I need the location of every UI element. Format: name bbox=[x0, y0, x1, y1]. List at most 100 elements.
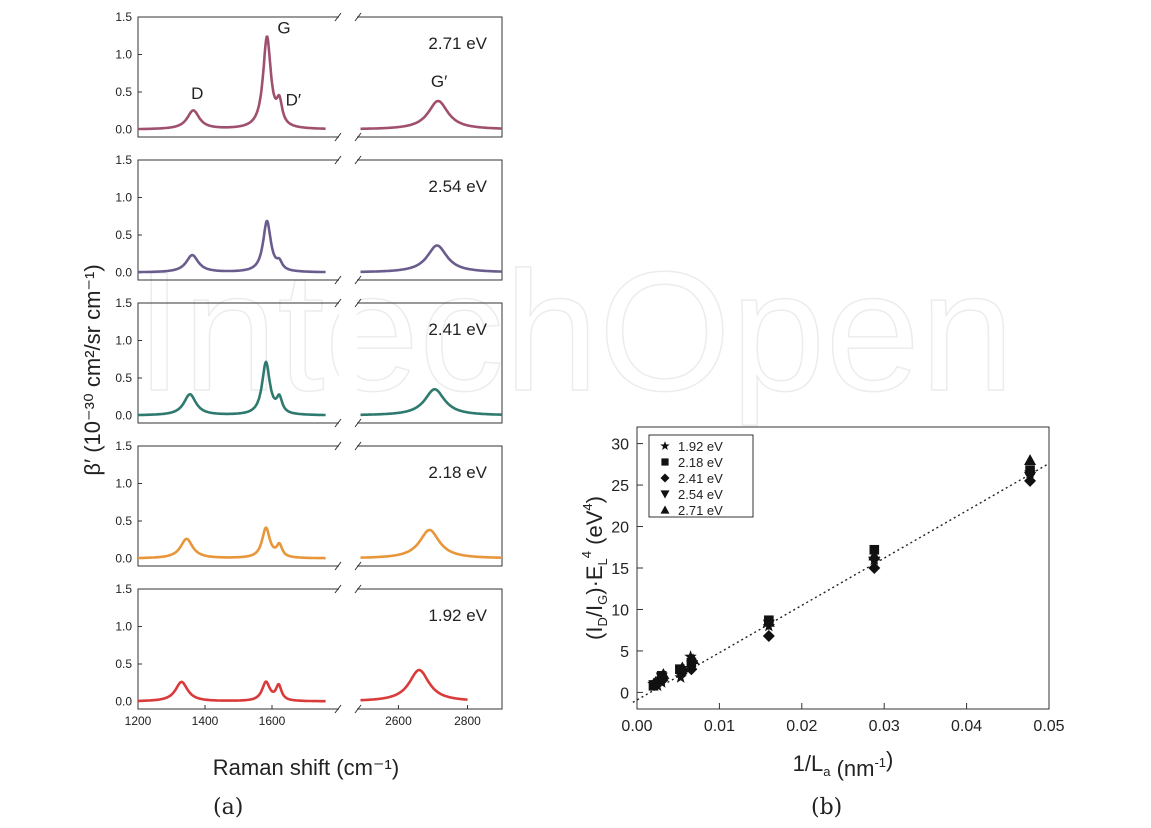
legend-label: 2.71 eV bbox=[678, 503, 723, 518]
data-point bbox=[676, 661, 689, 673]
x-tick-label: 0.00 bbox=[621, 718, 652, 735]
axis-break-mark bbox=[354, 155, 362, 165]
y-tick-label: 0.5 bbox=[115, 657, 132, 671]
y-tick-label: 1.0 bbox=[115, 191, 132, 205]
subplot-frame bbox=[137, 302, 503, 424]
y-tick-label: 20 bbox=[611, 520, 629, 537]
x-tick-label: 0.02 bbox=[786, 718, 817, 735]
data-point bbox=[868, 562, 881, 574]
subplot-frame bbox=[137, 445, 503, 567]
x-tick-label: 0.04 bbox=[951, 718, 982, 735]
y-tick-label: 0.0 bbox=[115, 552, 132, 566]
data-point bbox=[1024, 471, 1037, 483]
y-tick-label: 1.5 bbox=[115, 10, 132, 24]
x-axis-title: Raman shift (cm⁻¹) bbox=[213, 755, 399, 780]
legend-label: 2.41 eV bbox=[678, 471, 723, 486]
axis-break-mark bbox=[354, 418, 362, 428]
x-tick-label: 1400 bbox=[192, 714, 219, 728]
y-tick-label: 1.0 bbox=[115, 48, 132, 62]
x-tick-label: 2800 bbox=[454, 714, 481, 728]
y-tick-label: 0.5 bbox=[115, 371, 132, 385]
x-tick-label: 1200 bbox=[125, 714, 152, 728]
data-point bbox=[687, 653, 700, 665]
y-tick-label: 0.0 bbox=[115, 266, 132, 280]
y-axis-title: (ID/IG)·EL4 (eV4) bbox=[579, 496, 610, 640]
data-point bbox=[868, 549, 881, 561]
panel-b-caption: (b) bbox=[811, 795, 843, 820]
axis-break-mark bbox=[334, 441, 342, 451]
axis-break-gap bbox=[339, 587, 357, 711]
x-tick-label: 0.03 bbox=[869, 718, 900, 735]
axis-break-gap bbox=[339, 301, 357, 425]
spectrum-line-first-order bbox=[137, 35, 327, 131]
axis-break-mark bbox=[354, 704, 362, 714]
spectrum-subplot: 0.0 0.5 1.0 1.5 2.54 eV bbox=[115, 153, 503, 285]
excitation-energy-label: 2.18 eV bbox=[428, 463, 487, 482]
y-tick-label: 0.5 bbox=[115, 228, 132, 242]
x-tick-label: 1600 bbox=[259, 714, 286, 728]
peak-label-D-prime: D′ bbox=[286, 91, 301, 110]
x-tick-label: 0.01 bbox=[704, 718, 735, 735]
axis-break-mark bbox=[334, 584, 342, 594]
y-tick-label: 15 bbox=[611, 561, 629, 578]
spectrum-line-first-order bbox=[137, 680, 327, 703]
axis-break-mark bbox=[334, 155, 342, 165]
axis-break-mark bbox=[354, 275, 362, 285]
y-tick-label: 10 bbox=[611, 602, 629, 619]
axis-break-gap bbox=[339, 158, 357, 282]
axis-break-mark bbox=[354, 584, 362, 594]
spectrum-subplot: 0.0 0.5 1.0 1.5 2.41 eV bbox=[115, 296, 503, 428]
y-tick-label: 30 bbox=[611, 437, 629, 454]
axis-break-mark bbox=[334, 298, 342, 308]
spectrum-subplot: 0.0 0.5 1.0 1.5 2.71 eV D G D′ G′ bbox=[115, 10, 503, 142]
legend-marker bbox=[660, 441, 670, 450]
legend-label: 1.92 eV bbox=[678, 439, 723, 454]
y-tick-label: 1.5 bbox=[115, 582, 132, 596]
data-point bbox=[1024, 454, 1037, 465]
y-tick-label: 0.0 bbox=[115, 695, 132, 709]
spectrum-line-first-order bbox=[137, 360, 327, 417]
axis-break-mark bbox=[334, 275, 342, 285]
axis-break-mark bbox=[334, 704, 342, 714]
axis-break-mark bbox=[354, 441, 362, 451]
y-axis-title: β′ (10⁻³⁰ cm²/sr cm⁻¹) bbox=[80, 264, 105, 475]
legend-marker bbox=[660, 490, 670, 499]
data-point bbox=[762, 630, 775, 643]
spectrum-line-second-order bbox=[359, 244, 503, 274]
axis-break-mark bbox=[354, 12, 362, 22]
axis-break-mark bbox=[334, 132, 342, 142]
y-tick-label: 5 bbox=[620, 644, 629, 661]
y-tick-label: 1.0 bbox=[115, 477, 132, 491]
axis-break-mark bbox=[354, 561, 362, 571]
y-tick-label: 0.5 bbox=[115, 85, 132, 99]
panel-a-caption: (a) bbox=[213, 795, 244, 820]
axis-break-mark bbox=[334, 418, 342, 428]
legend: 1.92 eV2.18 eV2.41 eV2.54 eV2.71 eV bbox=[648, 434, 754, 518]
legend-label: 2.54 eV bbox=[678, 487, 723, 502]
spectrum-line-first-order bbox=[137, 526, 327, 560]
peak-label-G-prime: G′ bbox=[431, 72, 447, 91]
excitation-energy-label: 2.71 eV bbox=[428, 34, 487, 53]
x-tick-label: 2600 bbox=[385, 714, 412, 728]
axis-break-mark bbox=[334, 12, 342, 22]
spectrum-line-second-order bbox=[359, 388, 503, 417]
excitation-energy-label: 2.54 eV bbox=[428, 177, 487, 196]
subplot-frame bbox=[137, 159, 503, 281]
y-tick-label: 0.0 bbox=[115, 409, 132, 423]
spectrum-subplot: 0.0 0.5 1.0 1.5 2.18 eV bbox=[115, 439, 503, 571]
y-tick-label: 1.5 bbox=[115, 439, 132, 453]
x-tick-label: 0.05 bbox=[1033, 718, 1064, 735]
data-point bbox=[1025, 465, 1035, 475]
data-point bbox=[684, 650, 697, 663]
legend-marker bbox=[660, 473, 670, 483]
scatter-plot: 0.00 0.01 0.02 0.03 0.04 0.05 0 5 10 15 20 25 30 1.92… bbox=[579, 426, 1065, 781]
spectrum-subplot: 0.0 0.5 1.0 1.5 1.92 eV 1200 1400 1600 2600 2800 bbox=[115, 582, 503, 728]
y-tick-label: 1.0 bbox=[115, 620, 132, 634]
legend-marker bbox=[660, 505, 670, 514]
axis-break-mark bbox=[354, 132, 362, 142]
spectrum-line-second-order bbox=[359, 668, 469, 702]
subplot-frame bbox=[137, 588, 503, 710]
data-point bbox=[762, 615, 775, 627]
excitation-energy-label: 2.41 eV bbox=[428, 320, 487, 339]
